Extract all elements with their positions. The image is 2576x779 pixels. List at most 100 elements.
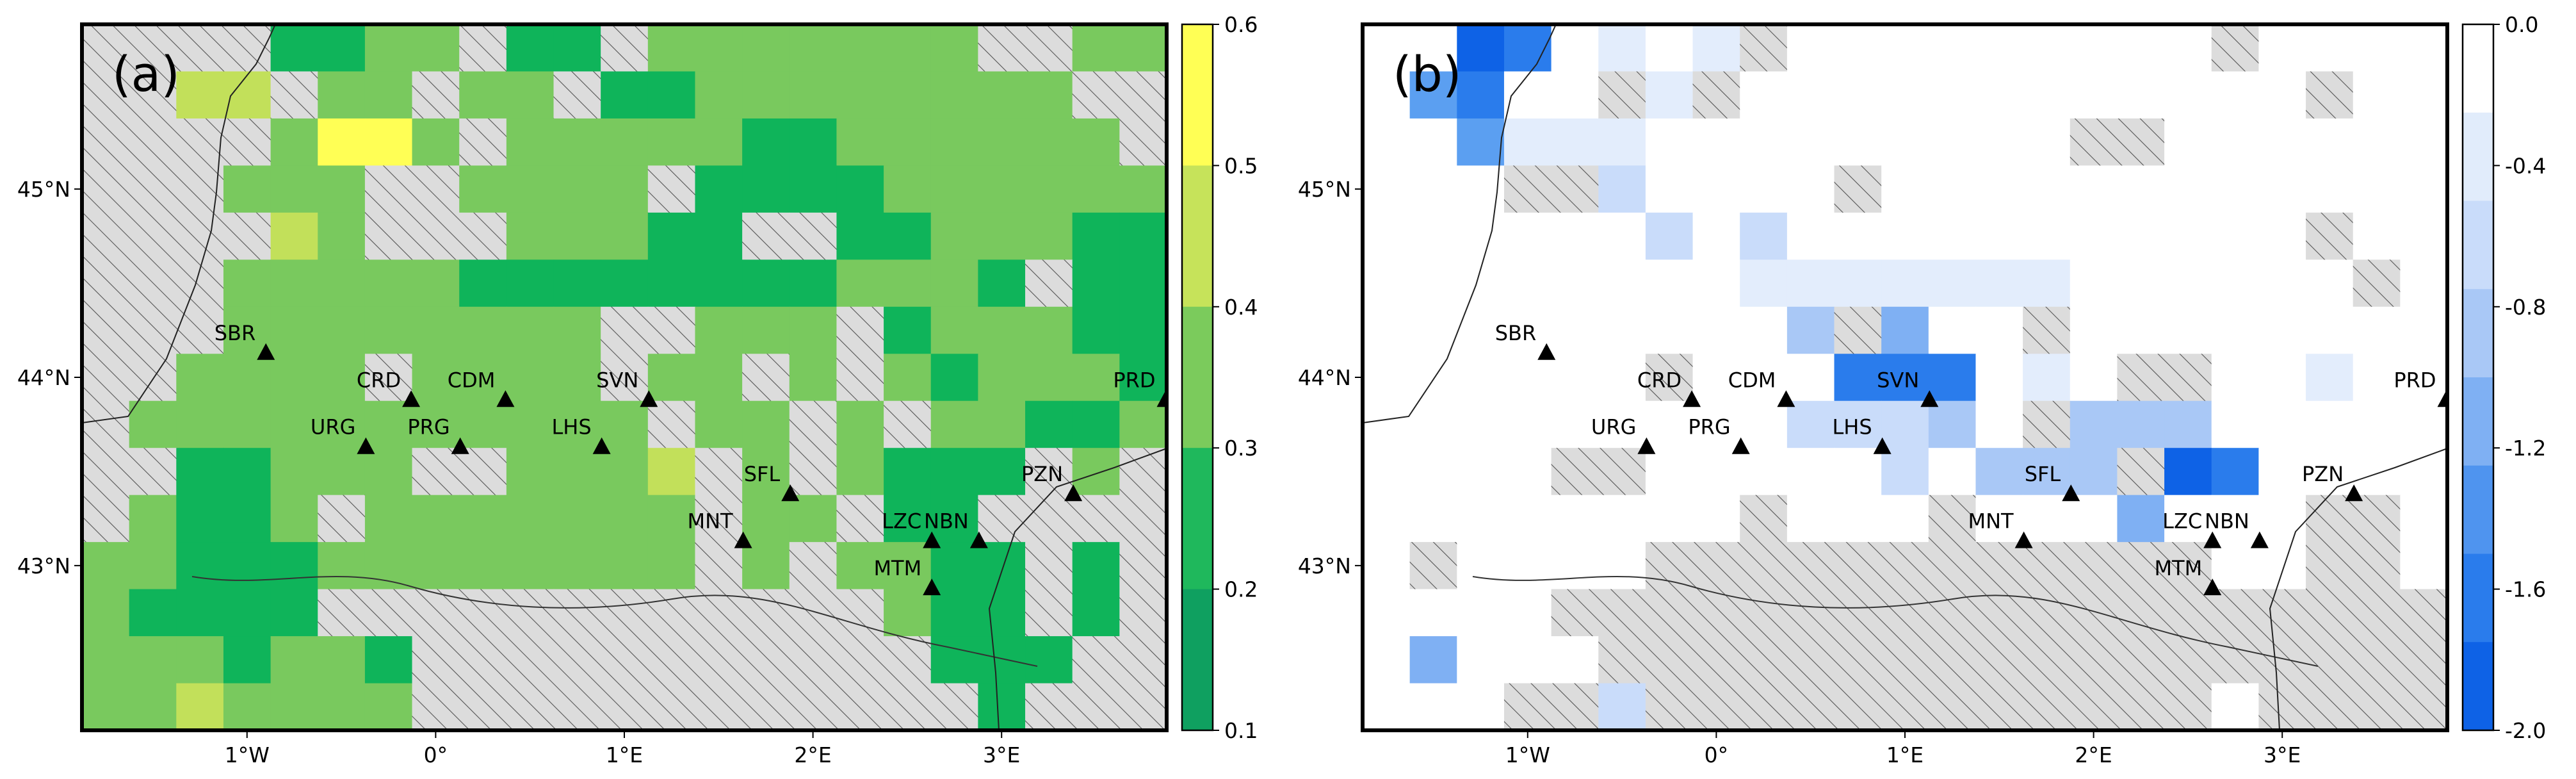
grid-cell xyxy=(2258,259,2306,308)
masked-cell xyxy=(82,400,130,448)
masked-cell xyxy=(2070,118,2118,166)
grid-cell xyxy=(1503,542,1552,590)
grid-cell xyxy=(695,354,743,402)
grid-cell xyxy=(2258,24,2306,72)
grid-cell xyxy=(1692,165,1740,213)
grid-cell xyxy=(1503,24,1552,72)
masked-cell xyxy=(459,636,507,684)
grid-cell xyxy=(2164,400,2212,448)
grid-cell xyxy=(1551,306,1599,354)
masked-cell xyxy=(1975,636,2023,684)
grid-cell xyxy=(1363,165,1411,213)
grid-cell xyxy=(836,71,884,119)
masked-cell xyxy=(2023,683,2071,730)
grid-cell xyxy=(1692,212,1740,260)
masked-cell xyxy=(695,636,743,684)
station-label-mtm: MTM xyxy=(873,556,921,580)
x-tick-label: 0° xyxy=(424,742,448,767)
grid-cell xyxy=(412,306,460,354)
grid-cell xyxy=(1645,118,1694,166)
station-marker-pzn xyxy=(1064,484,1083,502)
x-tick-label: 2°E xyxy=(794,742,831,767)
masked-cell xyxy=(1072,683,1120,730)
masked-cell xyxy=(2211,589,2259,637)
masked-cell xyxy=(506,636,555,684)
grid-cell xyxy=(270,636,318,684)
station-label-prd: PRD xyxy=(2394,368,2436,392)
masked-cell xyxy=(2258,683,2306,730)
grid-cell xyxy=(1598,306,1646,354)
grid-cell xyxy=(1834,354,1882,402)
grid-cell xyxy=(318,354,366,402)
grid-cell xyxy=(789,259,838,308)
masked-cell xyxy=(364,589,413,637)
grid-cell xyxy=(1740,306,1788,354)
grid-cell xyxy=(1692,400,1740,448)
masked-cell xyxy=(1928,495,1977,543)
grid-cell xyxy=(1551,636,1599,684)
grid-cell xyxy=(176,71,224,119)
masked-cell xyxy=(884,400,932,448)
masked-cell xyxy=(1645,683,1694,730)
grid-cell xyxy=(553,165,601,213)
grid-cell xyxy=(2070,400,2118,448)
grid-cell xyxy=(1025,354,1073,402)
grid-cell xyxy=(1834,259,1882,308)
grid-cell xyxy=(459,165,507,213)
grid-cell xyxy=(318,683,366,730)
masked-cell xyxy=(1503,683,1552,730)
grid-cell xyxy=(1409,589,1457,637)
masked-cell xyxy=(601,636,649,684)
grid-cell xyxy=(1786,448,1835,496)
grid-cell xyxy=(1881,118,1929,166)
grid-cell xyxy=(1975,259,2023,308)
masked-cell xyxy=(2117,354,2165,402)
grid-cell xyxy=(506,118,555,166)
grid-cell xyxy=(1072,118,1120,166)
grid-cell xyxy=(129,683,177,730)
grid-cell xyxy=(884,354,932,402)
masked-cell xyxy=(2353,589,2401,637)
grid-cell xyxy=(1457,118,1505,166)
y-tick-label: 43°N xyxy=(1298,554,1351,578)
grid-cell xyxy=(1834,118,1882,166)
station-marker-prg xyxy=(1731,437,1750,454)
station-label-prg: PRG xyxy=(1688,415,1730,439)
masked-cell xyxy=(742,212,790,260)
grid-cell xyxy=(2400,118,2447,166)
grid-cell xyxy=(2211,212,2259,260)
colorbar-tick-label: 0.6 xyxy=(1224,12,1258,37)
masked-cell xyxy=(978,495,1026,543)
colorbar-segment xyxy=(1182,448,1213,590)
grid-cell xyxy=(506,542,555,590)
masked-cell xyxy=(836,636,884,684)
station-marker-urg xyxy=(1637,437,1656,454)
grid-cell xyxy=(978,71,1026,119)
masked-cell xyxy=(1119,495,1167,543)
grid-cell xyxy=(2353,448,2401,496)
grid-cell xyxy=(459,542,507,590)
grid-cell xyxy=(2117,306,2165,354)
masked-cell xyxy=(82,212,130,260)
station-marker-lhs xyxy=(592,437,611,454)
masked-cell xyxy=(789,683,838,730)
grid-cell xyxy=(2306,306,2354,354)
masked-cell xyxy=(789,636,838,684)
grid-cell xyxy=(1645,400,1694,448)
grid-cell xyxy=(2353,24,2401,72)
grid-cell xyxy=(695,165,743,213)
grid-cell xyxy=(223,683,271,730)
grid-cell xyxy=(601,542,649,590)
grid-cell xyxy=(2353,71,2401,119)
masked-cell xyxy=(930,683,978,730)
grid-cell xyxy=(2164,448,2212,496)
station-label-svn: SVN xyxy=(596,368,638,392)
grid-cell xyxy=(1786,400,1835,448)
masked-cell xyxy=(2400,589,2447,637)
grid-cell xyxy=(601,495,649,543)
grid-cell xyxy=(1786,118,1835,166)
grid-cell xyxy=(884,495,932,543)
panel-b-cell-grid xyxy=(1363,24,2447,730)
grid-cell xyxy=(1072,400,1120,448)
grid-cell xyxy=(1119,212,1167,260)
